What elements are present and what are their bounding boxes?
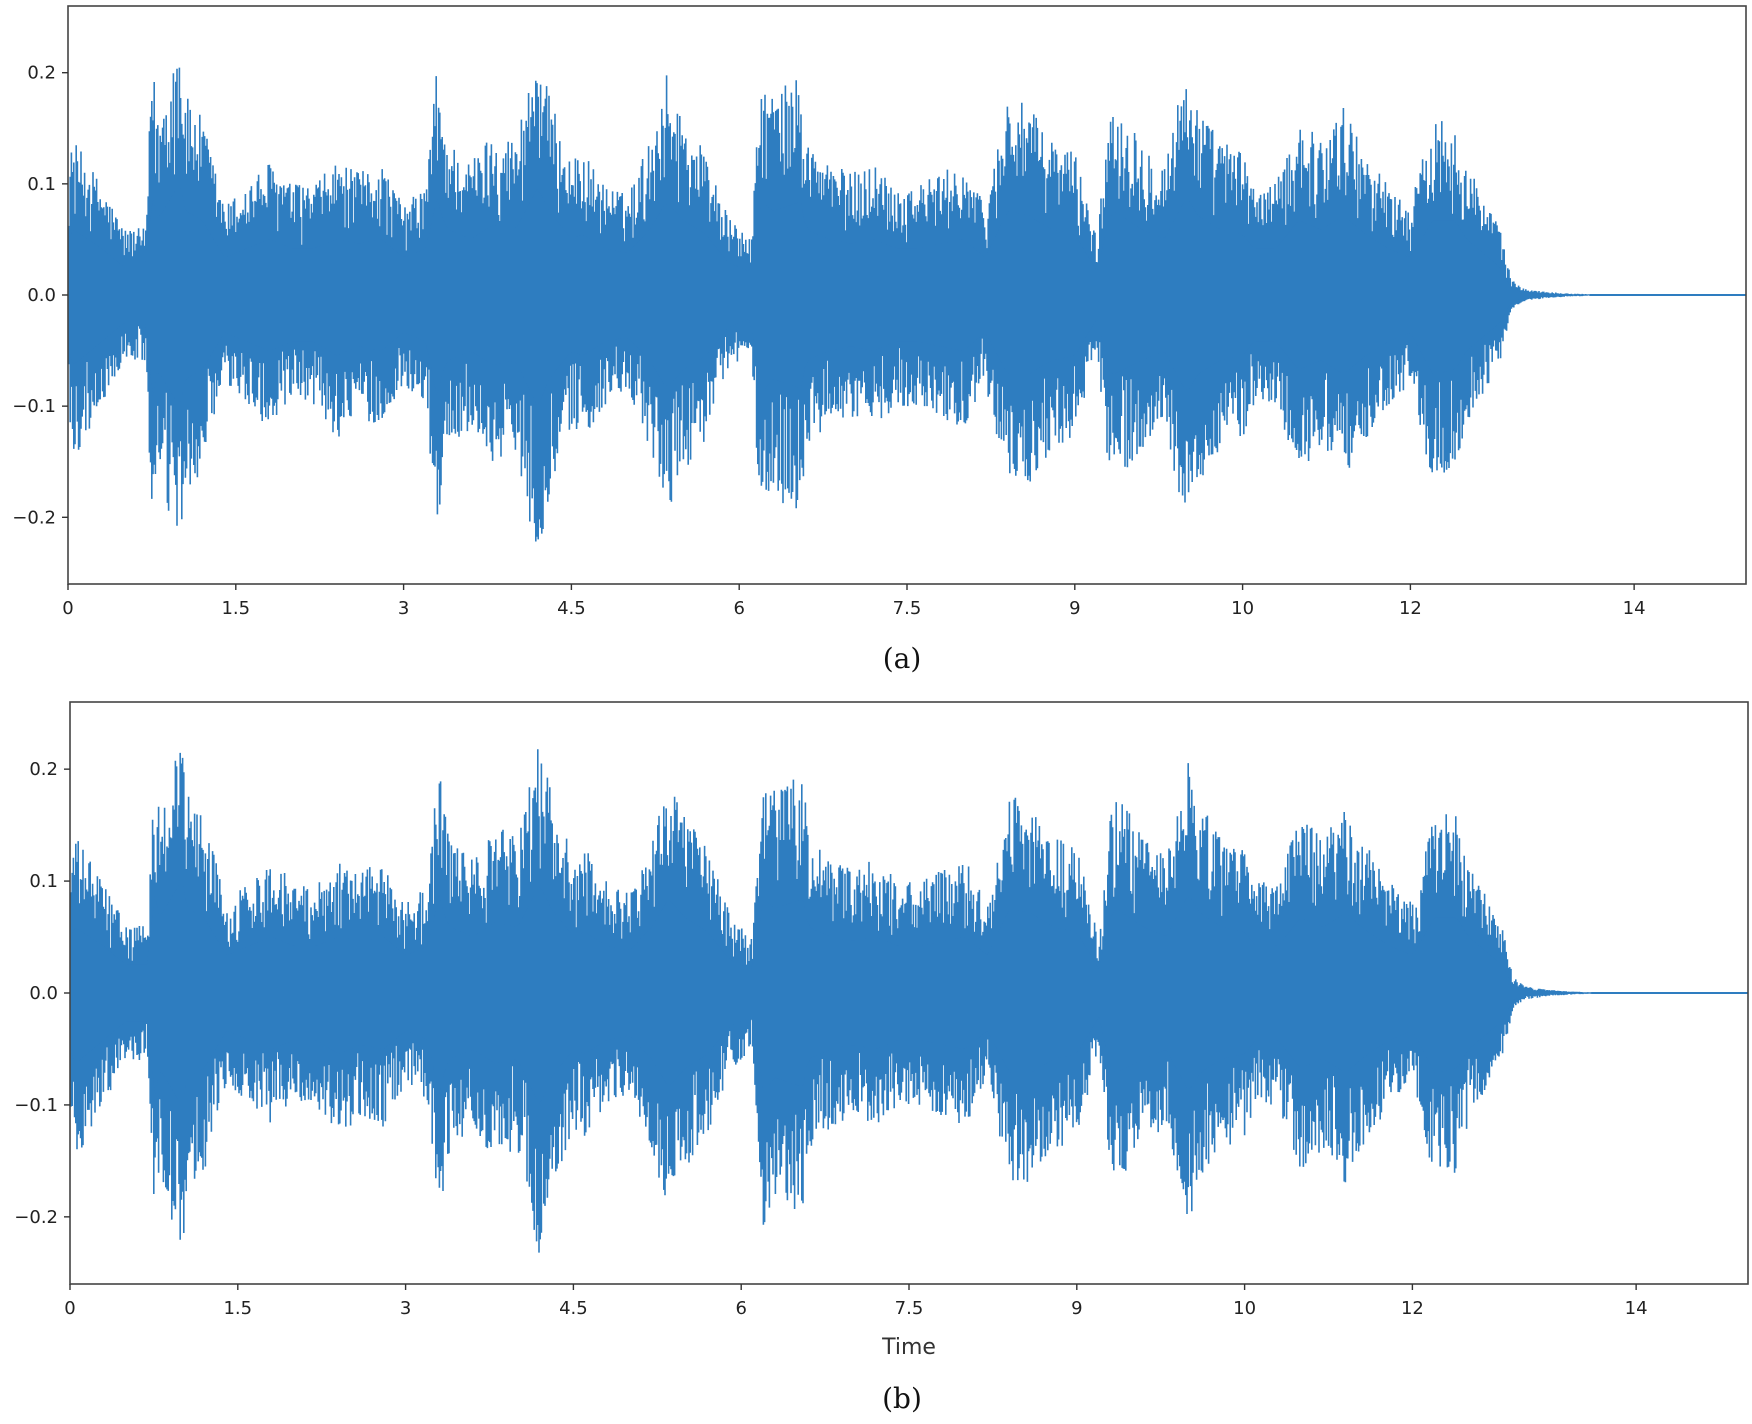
y-tick-label: −0.1	[14, 1095, 58, 1116]
y-tick-label: 0.1	[29, 871, 58, 892]
x-tick-label: 14	[1625, 1298, 1648, 1319]
waveform-core	[69, 187, 1745, 406]
x-tick-label: 12	[1401, 1298, 1424, 1319]
y-tick-label: 0.2	[29, 759, 58, 780]
x-tick-label: 7.5	[895, 1298, 924, 1319]
x-tick-label: 6	[733, 598, 744, 619]
x-tick-label: 1.5	[221, 598, 250, 619]
y-tick-label: −0.1	[12, 396, 56, 417]
x-tick-label: 3	[398, 598, 409, 619]
y-tick-label: 0.0	[29, 983, 58, 1004]
y-tick-label: 0.2	[27, 63, 56, 84]
x-tick-label: 7.5	[893, 598, 922, 619]
x-tick-label: 0	[62, 598, 73, 619]
x-tick-label: 12	[1399, 598, 1422, 619]
x-tick-label: 4.5	[559, 1298, 588, 1319]
y-tick-label: 0.0	[27, 285, 56, 306]
y-tick-label: 0.1	[27, 174, 56, 195]
x-tick-label: 9	[1069, 598, 1080, 619]
x-tick-label: 10	[1231, 598, 1254, 619]
waveform-series	[70, 749, 1749, 1253]
x-tick-label: 1.5	[223, 1298, 252, 1319]
waveform-core	[71, 885, 1747, 1105]
x-tick-label: 4.5	[557, 598, 586, 619]
y-tick-label: −0.2	[12, 507, 56, 528]
waveform-series	[68, 67, 1747, 542]
x-tick-label: 14	[1623, 598, 1646, 619]
panel-caption: (a)	[883, 642, 922, 675]
y-tick-label: −0.2	[14, 1207, 58, 1228]
x-tick-label: 6	[735, 1298, 746, 1319]
x-tick-label: 0	[64, 1298, 75, 1319]
x-tick-label: 9	[1071, 1298, 1082, 1319]
panel-a: 0.2 0.1 0.0 −0.1 −0.2 0 1.5 3 4.5 6 7.5 9 10 12 14 (a)	[12, 5, 1747, 675]
panel-b: 0.2 0.1 0.0 −0.1 −0.2 0 1.5 3 4.5 6 7.5 9 10 12 14 Time…	[14, 701, 1749, 1415]
x-axis-title: Time	[881, 1335, 936, 1360]
x-tick-label: 10	[1233, 1298, 1256, 1319]
x-tick-label: 3	[400, 1298, 411, 1319]
panel-caption: (b)	[882, 1382, 922, 1415]
